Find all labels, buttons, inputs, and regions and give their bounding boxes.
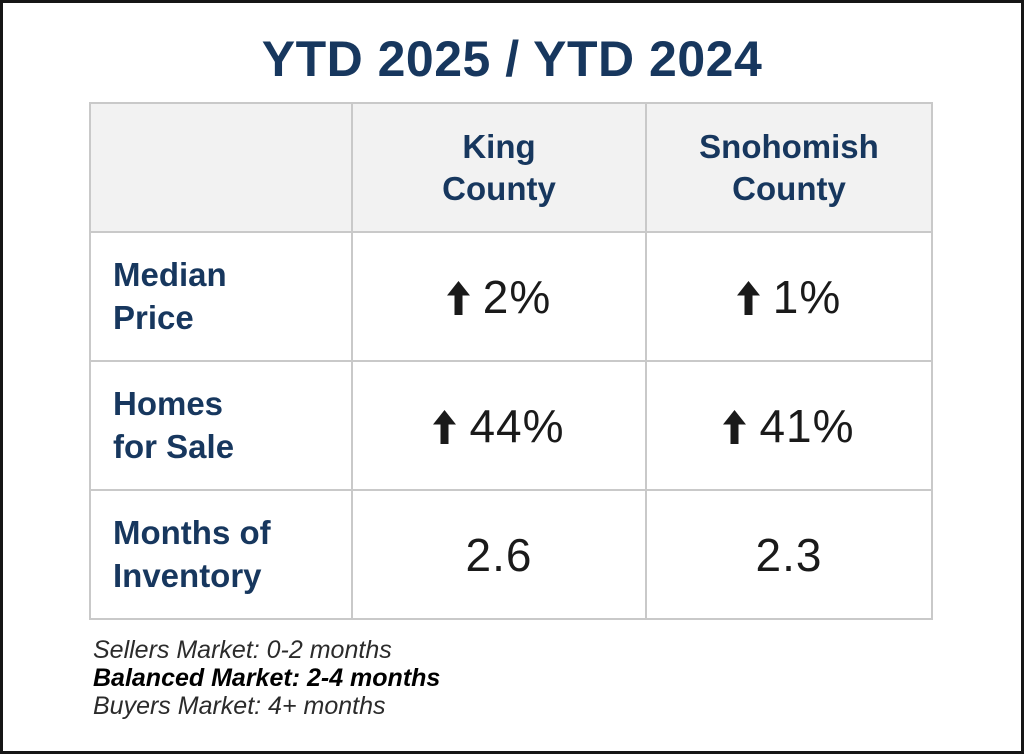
value-cell-homes-for-sale-snohomish: 41% bbox=[645, 360, 933, 491]
value-cell-months-inventory-king: 2.6 bbox=[351, 489, 647, 620]
table-row-median-price: Median Price 2% 1% bbox=[89, 231, 933, 362]
header-cell-empty bbox=[89, 102, 353, 233]
value-text: 2.6 bbox=[465, 528, 533, 581]
value-text: 2.3 bbox=[755, 528, 823, 581]
value-cell-homes-for-sale-king: 44% bbox=[351, 360, 647, 491]
header-cell-king-county: King County bbox=[351, 102, 647, 233]
value-cell-months-inventory-snohomish: 2.3 bbox=[645, 489, 933, 620]
stats-table: King County Snohomish County Median Pric… bbox=[89, 102, 933, 620]
market-legend: Sellers Market: 0-2 months Balanced Mark… bbox=[93, 636, 1021, 720]
page-title: YTD 2025 / YTD 2024 bbox=[261, 31, 763, 87]
table-row-months-of-inventory: Months of Inventory 2.6 2.3 bbox=[89, 489, 933, 620]
up-arrow-icon bbox=[736, 270, 773, 324]
legend-balanced-market: Balanced Market: 2-4 months bbox=[93, 664, 441, 692]
table-header-row: King County Snohomish County bbox=[89, 102, 933, 233]
value-text: 41% bbox=[759, 399, 855, 452]
row-label-median-price: Median Price bbox=[89, 231, 353, 362]
up-arrow-icon bbox=[446, 270, 483, 324]
value-text: 44% bbox=[469, 399, 565, 452]
value-cell-median-price-snohomish: 1% bbox=[645, 231, 933, 362]
up-arrow-icon bbox=[723, 399, 759, 453]
table-row-homes-for-sale: Homes for Sale 44% 41% bbox=[89, 360, 933, 491]
legend-buyers-market: Buyers Market: 4+ months bbox=[93, 692, 386, 720]
value-text: 2% bbox=[482, 270, 552, 323]
header-cell-snohomish-county: Snohomish County bbox=[645, 102, 933, 233]
up-arrow-icon bbox=[433, 399, 469, 453]
value-cell-median-price-king: 2% bbox=[351, 231, 647, 362]
value-text: 1% bbox=[772, 270, 842, 323]
row-label-months-of-inventory: Months of Inventory bbox=[89, 489, 353, 620]
legend-sellers-market: Sellers Market: 0-2 months bbox=[93, 636, 392, 664]
row-label-homes-for-sale: Homes for Sale bbox=[89, 360, 353, 491]
